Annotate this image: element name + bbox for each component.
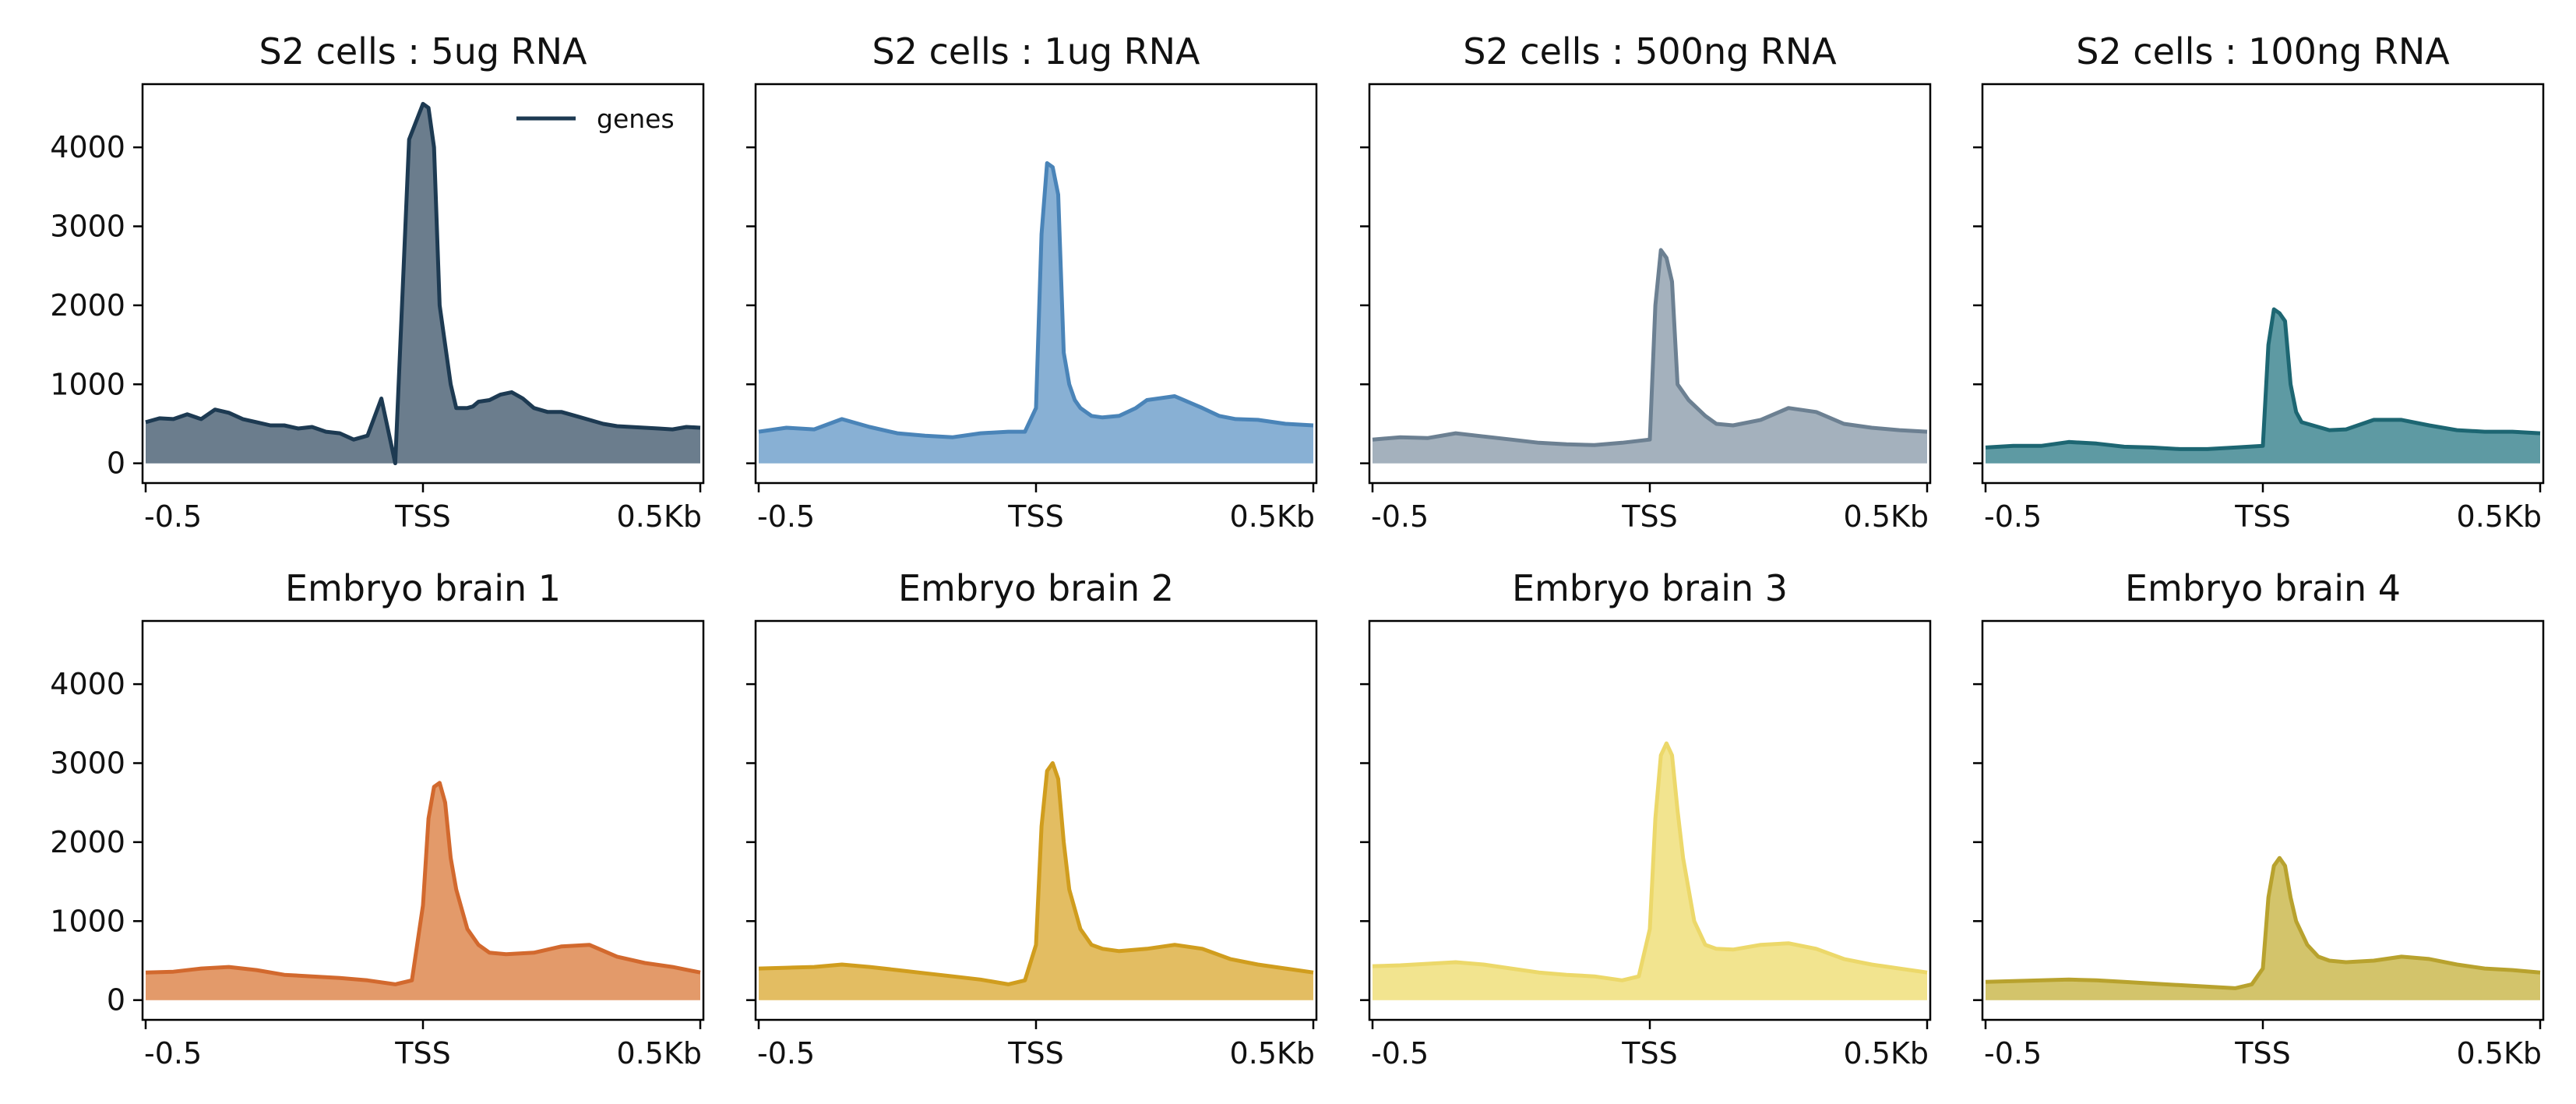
x-tick-label: 0.5Kb <box>2457 1036 2542 1070</box>
y-tick-label: 2000 <box>50 288 125 323</box>
y-tick-label: 0 <box>107 446 125 481</box>
panel-5: Embryo brain 1 0 1000 2000 3000 4000 -0.5 TSS 0.… <box>50 567 705 1070</box>
x-tick-label: TSS <box>394 499 450 534</box>
signal-area <box>146 104 700 464</box>
panel-3: S2 cells : 500ng RNA -0.5 TSS 0.5Kb <box>1360 30 1932 534</box>
y-tick-label: 1000 <box>50 367 125 401</box>
x-tick-label: TSS <box>394 1036 450 1070</box>
y-tick-label: 4000 <box>50 667 125 701</box>
x-tick-label: -0.5 <box>1984 499 2042 534</box>
signal-line <box>1985 855 2541 990</box>
x-tick-label: 0.5Kb <box>1844 499 1929 534</box>
signal-line <box>1372 248 1928 447</box>
panel-title: Embryo brain 4 <box>2125 567 2401 609</box>
signal-line <box>1372 741 1928 982</box>
signal-area <box>146 782 700 1000</box>
x-tick-label: -0.5 <box>757 499 815 534</box>
x-tick-label: -0.5 <box>144 1036 202 1070</box>
x-tick-label: 0.5Kb <box>617 1036 702 1070</box>
x-tick-label: TSS <box>1621 1036 1677 1070</box>
x-tick-label: TSS <box>1007 499 1063 534</box>
x-tick-label: -0.5 <box>1984 1036 2042 1070</box>
signal-area <box>759 763 1313 1000</box>
panel-title: S2 cells : 100ng RNA <box>2076 30 2450 72</box>
signal-area <box>759 163 1313 464</box>
signal-line <box>758 761 1314 986</box>
panel-title: Embryo brain 2 <box>898 567 1174 609</box>
panel-title: Embryo brain 1 <box>285 567 561 609</box>
x-tick-label: 0.5Kb <box>1844 1036 1929 1070</box>
panel-title: S2 cells : 5ug RNA <box>259 30 587 72</box>
panel-2: S2 cells : 1ug RNA -0.5 TSS 0.5Kb <box>746 30 1318 534</box>
panel-8: Embryo brain 4 -0.5 TSS 0.5Kb <box>1973 567 2545 1070</box>
signal-area <box>1986 309 2540 464</box>
y-tick-label: 1000 <box>50 904 125 938</box>
panel-1: S2 cells : 5ug RNA 0 1000 2000 3000 4000 -0.5 T… <box>50 30 705 534</box>
y-tick-label: 3000 <box>50 209 125 243</box>
signal-line <box>1985 307 2541 451</box>
panel-7: Embryo brain 3 -0.5 TSS 0.5Kb <box>1360 567 1932 1070</box>
signal-line <box>145 101 701 466</box>
x-tick-label: TSS <box>2234 1036 2290 1070</box>
panel-title: S2 cells : 1ug RNA <box>872 30 1200 72</box>
signal-line <box>145 781 701 986</box>
legend-label: genes <box>597 104 675 134</box>
x-tick-label: -0.5 <box>144 499 202 534</box>
panel-title: Embryo brain 3 <box>1512 567 1788 609</box>
y-tick-label: 0 <box>107 983 125 1018</box>
signal-area <box>1986 858 2540 1000</box>
x-tick-label: -0.5 <box>1371 499 1429 534</box>
x-tick-label: 0.5Kb <box>1230 1036 1315 1070</box>
y-tick-label: 2000 <box>50 825 125 859</box>
signal-line <box>758 160 1314 439</box>
x-tick-label: TSS <box>1621 499 1677 534</box>
panel-title: S2 cells : 500ng RNA <box>1463 30 1837 72</box>
x-tick-label: -0.5 <box>757 1036 815 1070</box>
x-tick-label: TSS <box>1007 1036 1063 1070</box>
y-tick-label: 3000 <box>50 746 125 780</box>
panel-6: Embryo brain 2 -0.5 TSS 0.5Kb <box>746 567 1318 1070</box>
signal-area <box>1373 743 1927 1000</box>
x-tick-label: 0.5Kb <box>2457 499 2542 534</box>
x-tick-label: 0.5Kb <box>1230 499 1315 534</box>
x-tick-label: -0.5 <box>1371 1036 1429 1070</box>
panel-4: S2 cells : 100ng RNA -0.5 TSS 0.5Kb <box>1973 30 2545 534</box>
x-tick-label: TSS <box>2234 499 2290 534</box>
y-tick-label: 4000 <box>50 130 125 164</box>
x-tick-label: 0.5Kb <box>617 499 702 534</box>
